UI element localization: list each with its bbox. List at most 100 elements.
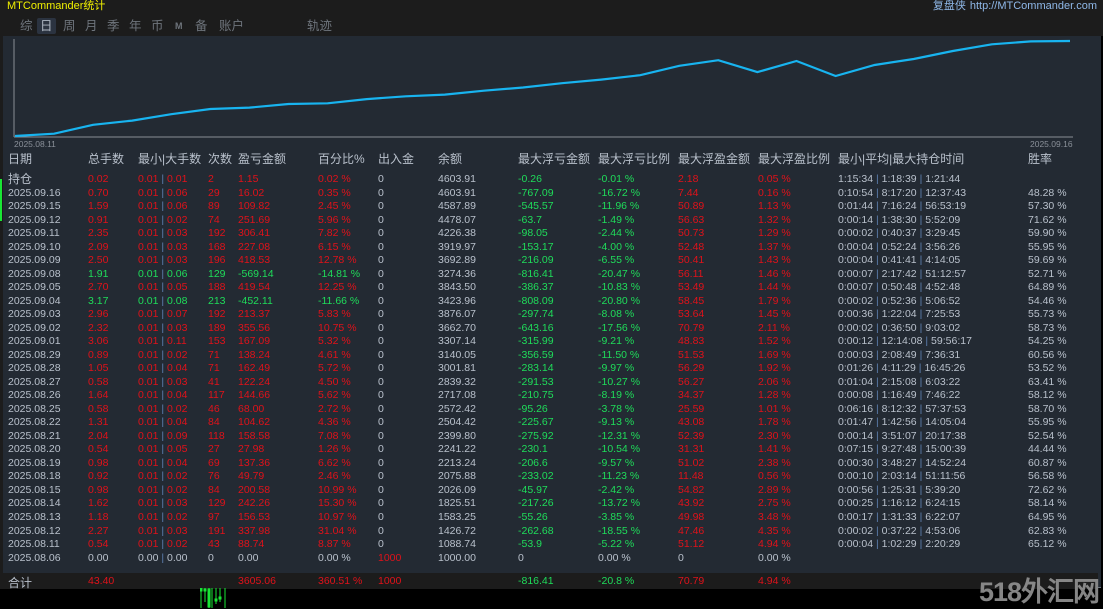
row-max-float-profit-pct: 0.16 % bbox=[758, 186, 791, 199]
row-count: 43 bbox=[208, 538, 220, 551]
row-min-max-lots: 0.01 | 0.03 bbox=[138, 497, 187, 510]
col-max-drawdown[interactable]: 最大浮亏金额 bbox=[518, 152, 591, 166]
tab-quarter[interactable]: 季 bbox=[107, 19, 120, 33]
row-total-lots: 1.05 bbox=[88, 362, 109, 375]
col-hold-time[interactable]: 最小|平均|最大持仓时间 bbox=[838, 152, 965, 166]
total-max-float-profit: 70.79 bbox=[678, 575, 705, 587]
col-total-lots[interactable]: 总手数 bbox=[88, 152, 125, 166]
row-max-float-profit-pct: 3.48 % bbox=[758, 511, 791, 523]
max-lots: 0.05 bbox=[167, 443, 188, 456]
col-min-max-lots[interactable]: 最小|大手数 bbox=[138, 152, 202, 166]
row-min-max-lots: 0.01 | 0.04 bbox=[138, 457, 187, 470]
tab-notes[interactable]: 备 bbox=[195, 19, 208, 33]
separator: | bbox=[873, 402, 882, 415]
separator: | bbox=[873, 281, 882, 294]
separator: | bbox=[158, 173, 167, 185]
max-lots: 0.03 bbox=[167, 524, 188, 537]
separator: | bbox=[922, 335, 932, 348]
row-pct: 2.72 % bbox=[318, 402, 351, 415]
row-max-float-profit-pct: 1.13 % bbox=[758, 200, 791, 213]
min-lots: 0.01 bbox=[138, 524, 159, 537]
row-total-lots: 1.59 bbox=[88, 200, 109, 213]
avg-hold: 1:38:30 bbox=[881, 213, 917, 226]
mini-candles-icon bbox=[200, 588, 226, 608]
separator: | bbox=[873, 267, 882, 280]
row-deposit: 0 bbox=[378, 470, 384, 483]
col-date[interactable]: 日期 bbox=[8, 152, 33, 166]
col-win-rate[interactable]: 胜率 bbox=[1028, 152, 1053, 166]
min-lots: 0.01 bbox=[138, 335, 159, 348]
tab-track[interactable]: 轨迹 bbox=[307, 19, 333, 33]
separator: | bbox=[916, 213, 926, 226]
row-win-rate: 55.73 % bbox=[1028, 308, 1067, 321]
col-max-float-profit-pct[interactable]: 最大浮盈比例 bbox=[758, 152, 831, 166]
tab-month[interactable]: 月 bbox=[85, 19, 98, 33]
tab-week[interactable]: 周 bbox=[63, 19, 76, 33]
row-max-float-profit-pct: 1.44 % bbox=[758, 281, 791, 294]
max-lots: 0.04 bbox=[167, 389, 188, 402]
min-lots: 0.01 bbox=[138, 538, 159, 551]
row-max-float-profit: 43.92 bbox=[678, 497, 705, 510]
row-max-drawdown: -283.14 bbox=[518, 362, 554, 375]
col-deposit[interactable]: 出入金 bbox=[378, 152, 415, 166]
min-hold: 0:00:25 bbox=[838, 497, 874, 510]
row-count: 189 bbox=[208, 321, 226, 334]
col-count[interactable]: 次数 bbox=[208, 152, 233, 166]
site-link[interactable]: 复盘侠 http://MTCommander.com bbox=[933, 0, 1097, 13]
separator: | bbox=[916, 429, 926, 442]
tab-summary[interactable]: 综 bbox=[20, 19, 33, 33]
tab-year[interactable]: 年 bbox=[129, 19, 142, 33]
row-balance: 2504.42 bbox=[438, 416, 476, 429]
tab-m[interactable]: M bbox=[175, 21, 183, 31]
window-title: MTCommander统计 bbox=[7, 0, 106, 12]
row-pnl: 88.74 bbox=[238, 538, 265, 551]
avg-hold: 9:27:48 bbox=[881, 443, 917, 456]
row-min-max-lots: 0.01 | 0.04 bbox=[138, 362, 187, 375]
separator: | bbox=[916, 511, 926, 523]
row-max-float-profit-pct: 0.05 % bbox=[758, 173, 791, 185]
period-tabs: 综 日 周 月 季 年 币 M 备 账户 轨迹 bbox=[0, 14, 1103, 36]
row-pct: 12.78 % bbox=[318, 254, 357, 267]
row-pct: 7.82 % bbox=[318, 227, 351, 240]
row-date: 2025.09.04 bbox=[8, 294, 61, 307]
row-pct: 2.46 % bbox=[318, 470, 351, 483]
avg-hold: 0:52:36 bbox=[881, 294, 917, 307]
row-deposit: 0 bbox=[378, 173, 384, 185]
row-min-max-lots: 0.01 | 0.02 bbox=[138, 403, 187, 416]
max-lots: 0.06 bbox=[167, 200, 188, 213]
row-max-drawdown: -291.53 bbox=[518, 375, 554, 388]
col-max-float-profit[interactable]: 最大浮盈金额 bbox=[678, 152, 751, 166]
separator: | bbox=[158, 240, 167, 253]
row-max-drawdown-pct: -11.23 % bbox=[598, 470, 640, 483]
separator: | bbox=[158, 416, 167, 429]
row-pct: 4.36 % bbox=[318, 416, 351, 429]
equity-chart-svg bbox=[13, 39, 1073, 138]
row-max-float-profit: 56.11 bbox=[678, 267, 704, 280]
row-max-drawdown: -233.02 bbox=[518, 470, 554, 483]
row-win-rate: 57.30 % bbox=[1028, 200, 1067, 213]
min-hold: 0:00:07 bbox=[838, 281, 874, 294]
tab-account[interactable]: 账户 bbox=[219, 19, 245, 33]
col-max-drawdown-pct[interactable]: 最大浮亏比例 bbox=[598, 152, 671, 166]
row-deposit: 0 bbox=[378, 538, 384, 551]
max-hold: 6:24:15 bbox=[925, 497, 961, 510]
row-balance: 1088.74 bbox=[438, 538, 476, 551]
min-hold: 0:00:03 bbox=[838, 348, 874, 361]
col-pnl[interactable]: 盈亏金额 bbox=[238, 152, 287, 166]
row-total-lots: 1.18 bbox=[88, 511, 109, 523]
row-win-rate: 54.46 % bbox=[1028, 294, 1067, 307]
tab-currency[interactable]: 币 bbox=[151, 19, 164, 33]
col-balance[interactable]: 余额 bbox=[438, 152, 463, 166]
tab-day[interactable]: 日 bbox=[37, 18, 56, 34]
row-total-lots: 2.32 bbox=[88, 321, 109, 334]
avg-hold: 2:15:08 bbox=[881, 375, 917, 388]
min-lots: 0.01 bbox=[138, 186, 159, 199]
row-max-float-profit-pct: 1.46 % bbox=[758, 267, 791, 280]
min-lots: 0.01 bbox=[138, 254, 159, 267]
row-max-drawdown: -153.17 bbox=[518, 240, 554, 253]
col-pct[interactable]: 百分比% bbox=[318, 152, 365, 166]
site-url[interactable]: http://MTCommander.com bbox=[969, 0, 1097, 12]
row-max-drawdown: -217.26 bbox=[518, 497, 554, 510]
max-hold: 14:05:04 bbox=[925, 416, 967, 429]
min-hold: 0:00:08 bbox=[838, 389, 874, 402]
